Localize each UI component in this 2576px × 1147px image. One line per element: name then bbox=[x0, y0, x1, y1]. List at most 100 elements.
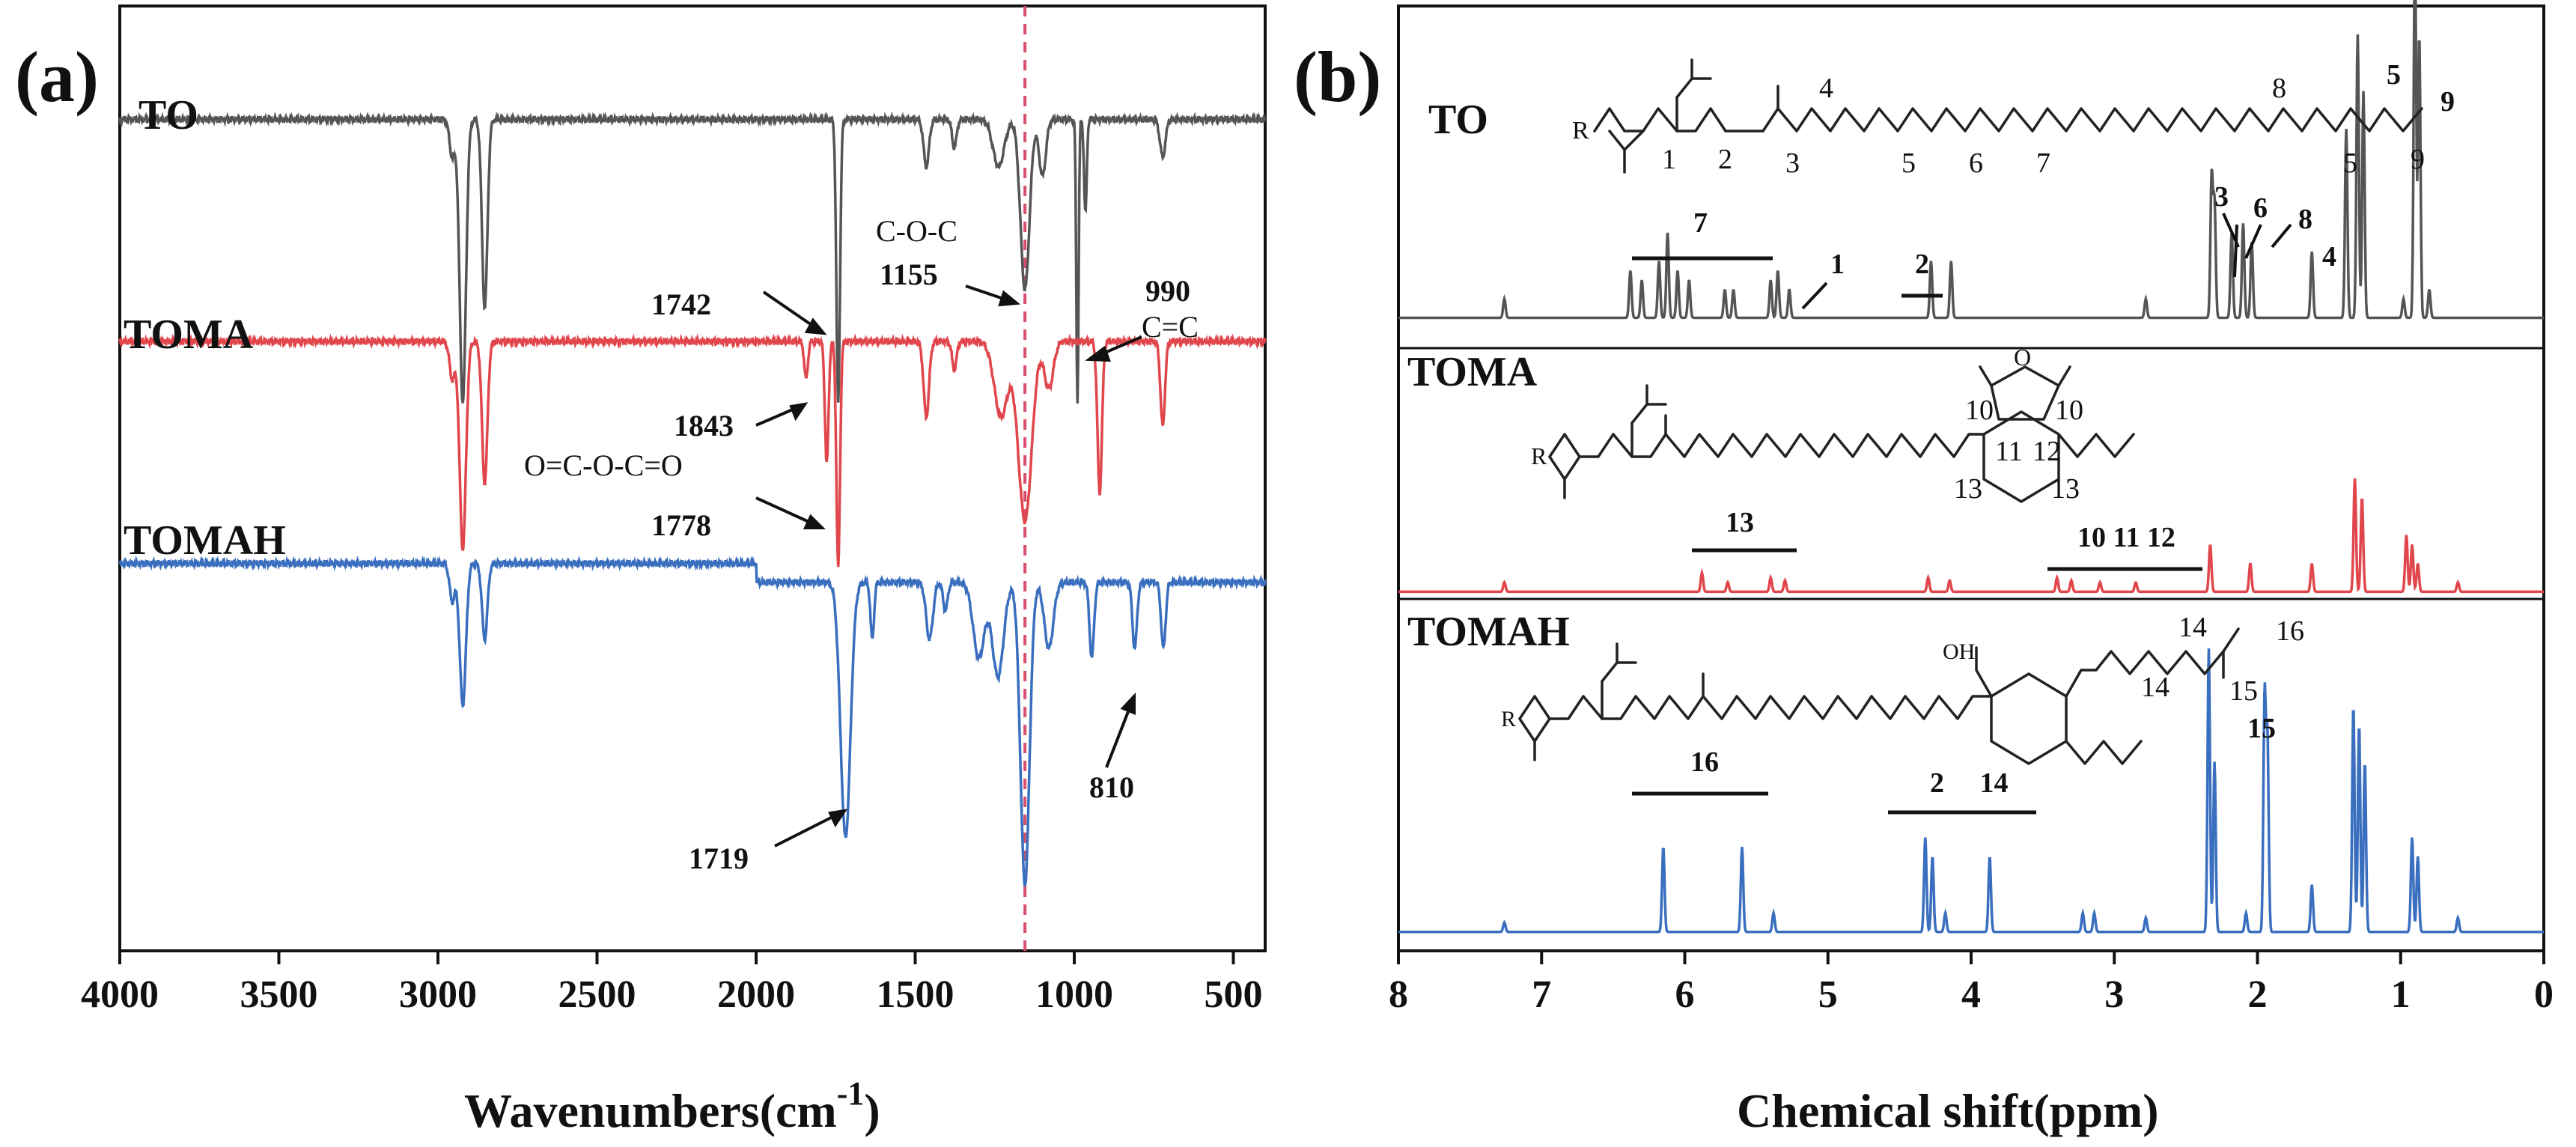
nmr-to-range-2: 2 bbox=[1915, 249, 1929, 280]
nmr-to-arrow-8 bbox=[2271, 223, 2292, 249]
nmr-to-peak-1: 1 bbox=[1830, 249, 1845, 280]
ftir-panel: 4000 3500 3000 2500 2000 1500 1000 500 (a) Wave… bbox=[15, 4, 1267, 1137]
nmr-to-arrow-6b bbox=[2244, 224, 2262, 259]
nmr-toma-annotations: 13 10 11 12 bbox=[1692, 507, 2202, 571]
nmr-to-peak-6: 6 bbox=[2253, 192, 2268, 224]
ann-1719: 1719 bbox=[689, 842, 749, 875]
structure-tomah-ester-left bbox=[1518, 717, 1551, 743]
structure-tomah-methacrylate bbox=[2222, 627, 2240, 653]
structure-tomah-ring bbox=[1990, 672, 2068, 765]
ann-1843: 1843 bbox=[674, 409, 734, 442]
struct-tomah-14a: 14 bbox=[2141, 672, 2169, 703]
structure-tomah bbox=[1518, 627, 2240, 765]
arrow-1843-head bbox=[789, 402, 809, 422]
ftir-series-tomah-line bbox=[118, 555, 1267, 887]
struct-toma-10b: 10 bbox=[2055, 395, 2083, 426]
ftir-x-tick-label: 3000 bbox=[399, 973, 477, 1016]
structure-tomah-labels: R OH 14 14 15 16 bbox=[1501, 612, 2304, 731]
nmr-x-tick-label: 7 bbox=[1532, 973, 1551, 1016]
ftir-x-axis-label: Wavenumbers(cm-1) bbox=[464, 1075, 880, 1137]
struct-toma-R: R bbox=[1531, 442, 1547, 469]
structure-tomah-linker bbox=[2065, 650, 2225, 698]
nmr-series-label-toma: TOMA bbox=[1407, 349, 1538, 395]
struct-to-2: 2 bbox=[1718, 144, 1732, 175]
struct-toma-13a: 13 bbox=[1954, 473, 1982, 505]
struct-tomah-15: 15 bbox=[2229, 675, 2258, 707]
ftir-x-tick-label: 500 bbox=[1205, 973, 1263, 1016]
structure-toma-top-ester bbox=[1630, 403, 1667, 425]
nmr-tomah-range-2-14: 2 14 bbox=[1930, 767, 2009, 799]
nmr-x-tick-label: 6 bbox=[1675, 973, 1695, 1016]
arrow-1155-head bbox=[998, 290, 1021, 307]
struct-to-1: 1 bbox=[1662, 144, 1676, 175]
structure-toma-labels: R O 10 10 11 12 13 13 bbox=[1531, 344, 2083, 505]
arrow-1719-head bbox=[828, 809, 848, 828]
struct-to-8: 8 bbox=[2272, 73, 2286, 104]
struct-toma-11: 11 bbox=[1995, 436, 2023, 467]
ann-1742: 1742 bbox=[651, 287, 711, 321]
ann-810: 810 bbox=[1089, 770, 1134, 804]
structure-toma-carbonyl-b bbox=[2057, 365, 2071, 387]
ann-cc: C=C bbox=[1142, 310, 1199, 344]
struct-toma-10a: 10 bbox=[1965, 395, 1994, 426]
ftir-x-axis-label-tail: ) bbox=[864, 1084, 880, 1137]
ftir-x-tick-label: 3500 bbox=[240, 973, 318, 1016]
nmr-x-tick-label: 4 bbox=[1961, 973, 1981, 1016]
struct-to-6: 6 bbox=[1969, 147, 1983, 179]
structure-toma-anhydride bbox=[1990, 365, 2060, 421]
nmr-to-arrow-6a bbox=[2233, 224, 2238, 278]
structure-toma bbox=[1548, 365, 2135, 503]
ftir-x-tick-label: 1000 bbox=[1035, 973, 1113, 1016]
nmr-series-to-line bbox=[1398, 0, 2544, 320]
nmr-tomah-range-16: 16 bbox=[1690, 746, 1719, 778]
nmr-to-peak-9: 9 bbox=[2440, 86, 2455, 118]
nmr-x-tick-label: 0 bbox=[2534, 973, 2554, 1016]
nmr-to-peak-4: 4 bbox=[2322, 241, 2336, 273]
structure-to-ester-left bbox=[1608, 130, 1645, 151]
struct-to-3: 3 bbox=[1785, 147, 1800, 179]
nmr-to-peak-8: 8 bbox=[2298, 204, 2312, 235]
structure-toma-backbone bbox=[1548, 433, 1985, 458]
structure-to bbox=[1593, 58, 2423, 174]
nmr-series-tomah-line bbox=[1398, 648, 2544, 934]
ftir-series-label-to: TO bbox=[138, 92, 198, 139]
structure-tomah-backbone bbox=[1518, 695, 1993, 720]
ftir-x-tick-label: 1500 bbox=[877, 973, 954, 1016]
struct-to-5b: 5 bbox=[2343, 147, 2357, 179]
struct-tomah-OH: OH bbox=[1943, 639, 1975, 664]
struct-to-5: 5 bbox=[1901, 147, 1916, 179]
struct-toma-13b: 13 bbox=[2051, 473, 2080, 505]
struct-toma-O: O bbox=[2014, 344, 2031, 371]
struct-to-9: 9 bbox=[2411, 144, 2425, 175]
structure-tomah-top-ester bbox=[1601, 661, 1637, 683]
nmr-to-arrow-1 bbox=[1801, 282, 1828, 310]
structure-to-backbone bbox=[1593, 107, 1727, 133]
ann-1155: 1155 bbox=[880, 258, 938, 291]
nmr-x-tick-label: 8 bbox=[1389, 973, 1408, 1016]
ann-1778: 1778 bbox=[651, 508, 711, 542]
ftir-series-label-tomah: TOMAH bbox=[124, 517, 286, 564]
structure-tomah-tail bbox=[2065, 740, 2143, 765]
nmr-to-peak-3: 3 bbox=[2214, 181, 2229, 213]
nmr-x-tick-label: 2 bbox=[2248, 973, 2268, 1016]
nmr-panel-label: (b) bbox=[1294, 37, 1381, 117]
struct-tomah-14b: 14 bbox=[2178, 612, 2207, 643]
ftir-annotations: 1742 C-O-C 1155 990 C=C 1843 O=C-O-C=O 1… bbox=[524, 214, 1199, 875]
arrow-990-head bbox=[1085, 345, 1111, 362]
structure-to-chain bbox=[1762, 107, 2423, 133]
struct-tomah-R: R bbox=[1501, 707, 1516, 731]
nmr-x-tick-label: 1 bbox=[2391, 973, 2411, 1016]
nmr-to-arrows bbox=[2222, 213, 2292, 278]
struct-to-4: 4 bbox=[1819, 73, 1833, 104]
ftir-plot-frame bbox=[118, 4, 1267, 952]
ftir-series-toma-line bbox=[118, 333, 1267, 568]
ann-coc: C-O-C bbox=[876, 214, 957, 248]
nmr-toma-range-13: 13 bbox=[1726, 507, 1754, 538]
ftir-series-label-toma: TOMA bbox=[124, 311, 254, 358]
nmr-to-peak-5: 5 bbox=[2387, 59, 2401, 91]
arrow-1778-head bbox=[803, 514, 826, 529]
ann-anhydride: O=C-O-C=O bbox=[524, 448, 683, 482]
nmr-to-annotations: 7 2 1 3 6 8 4 5 9 bbox=[1632, 59, 2455, 310]
structure-toma-carbonyl-a bbox=[1979, 365, 1993, 387]
